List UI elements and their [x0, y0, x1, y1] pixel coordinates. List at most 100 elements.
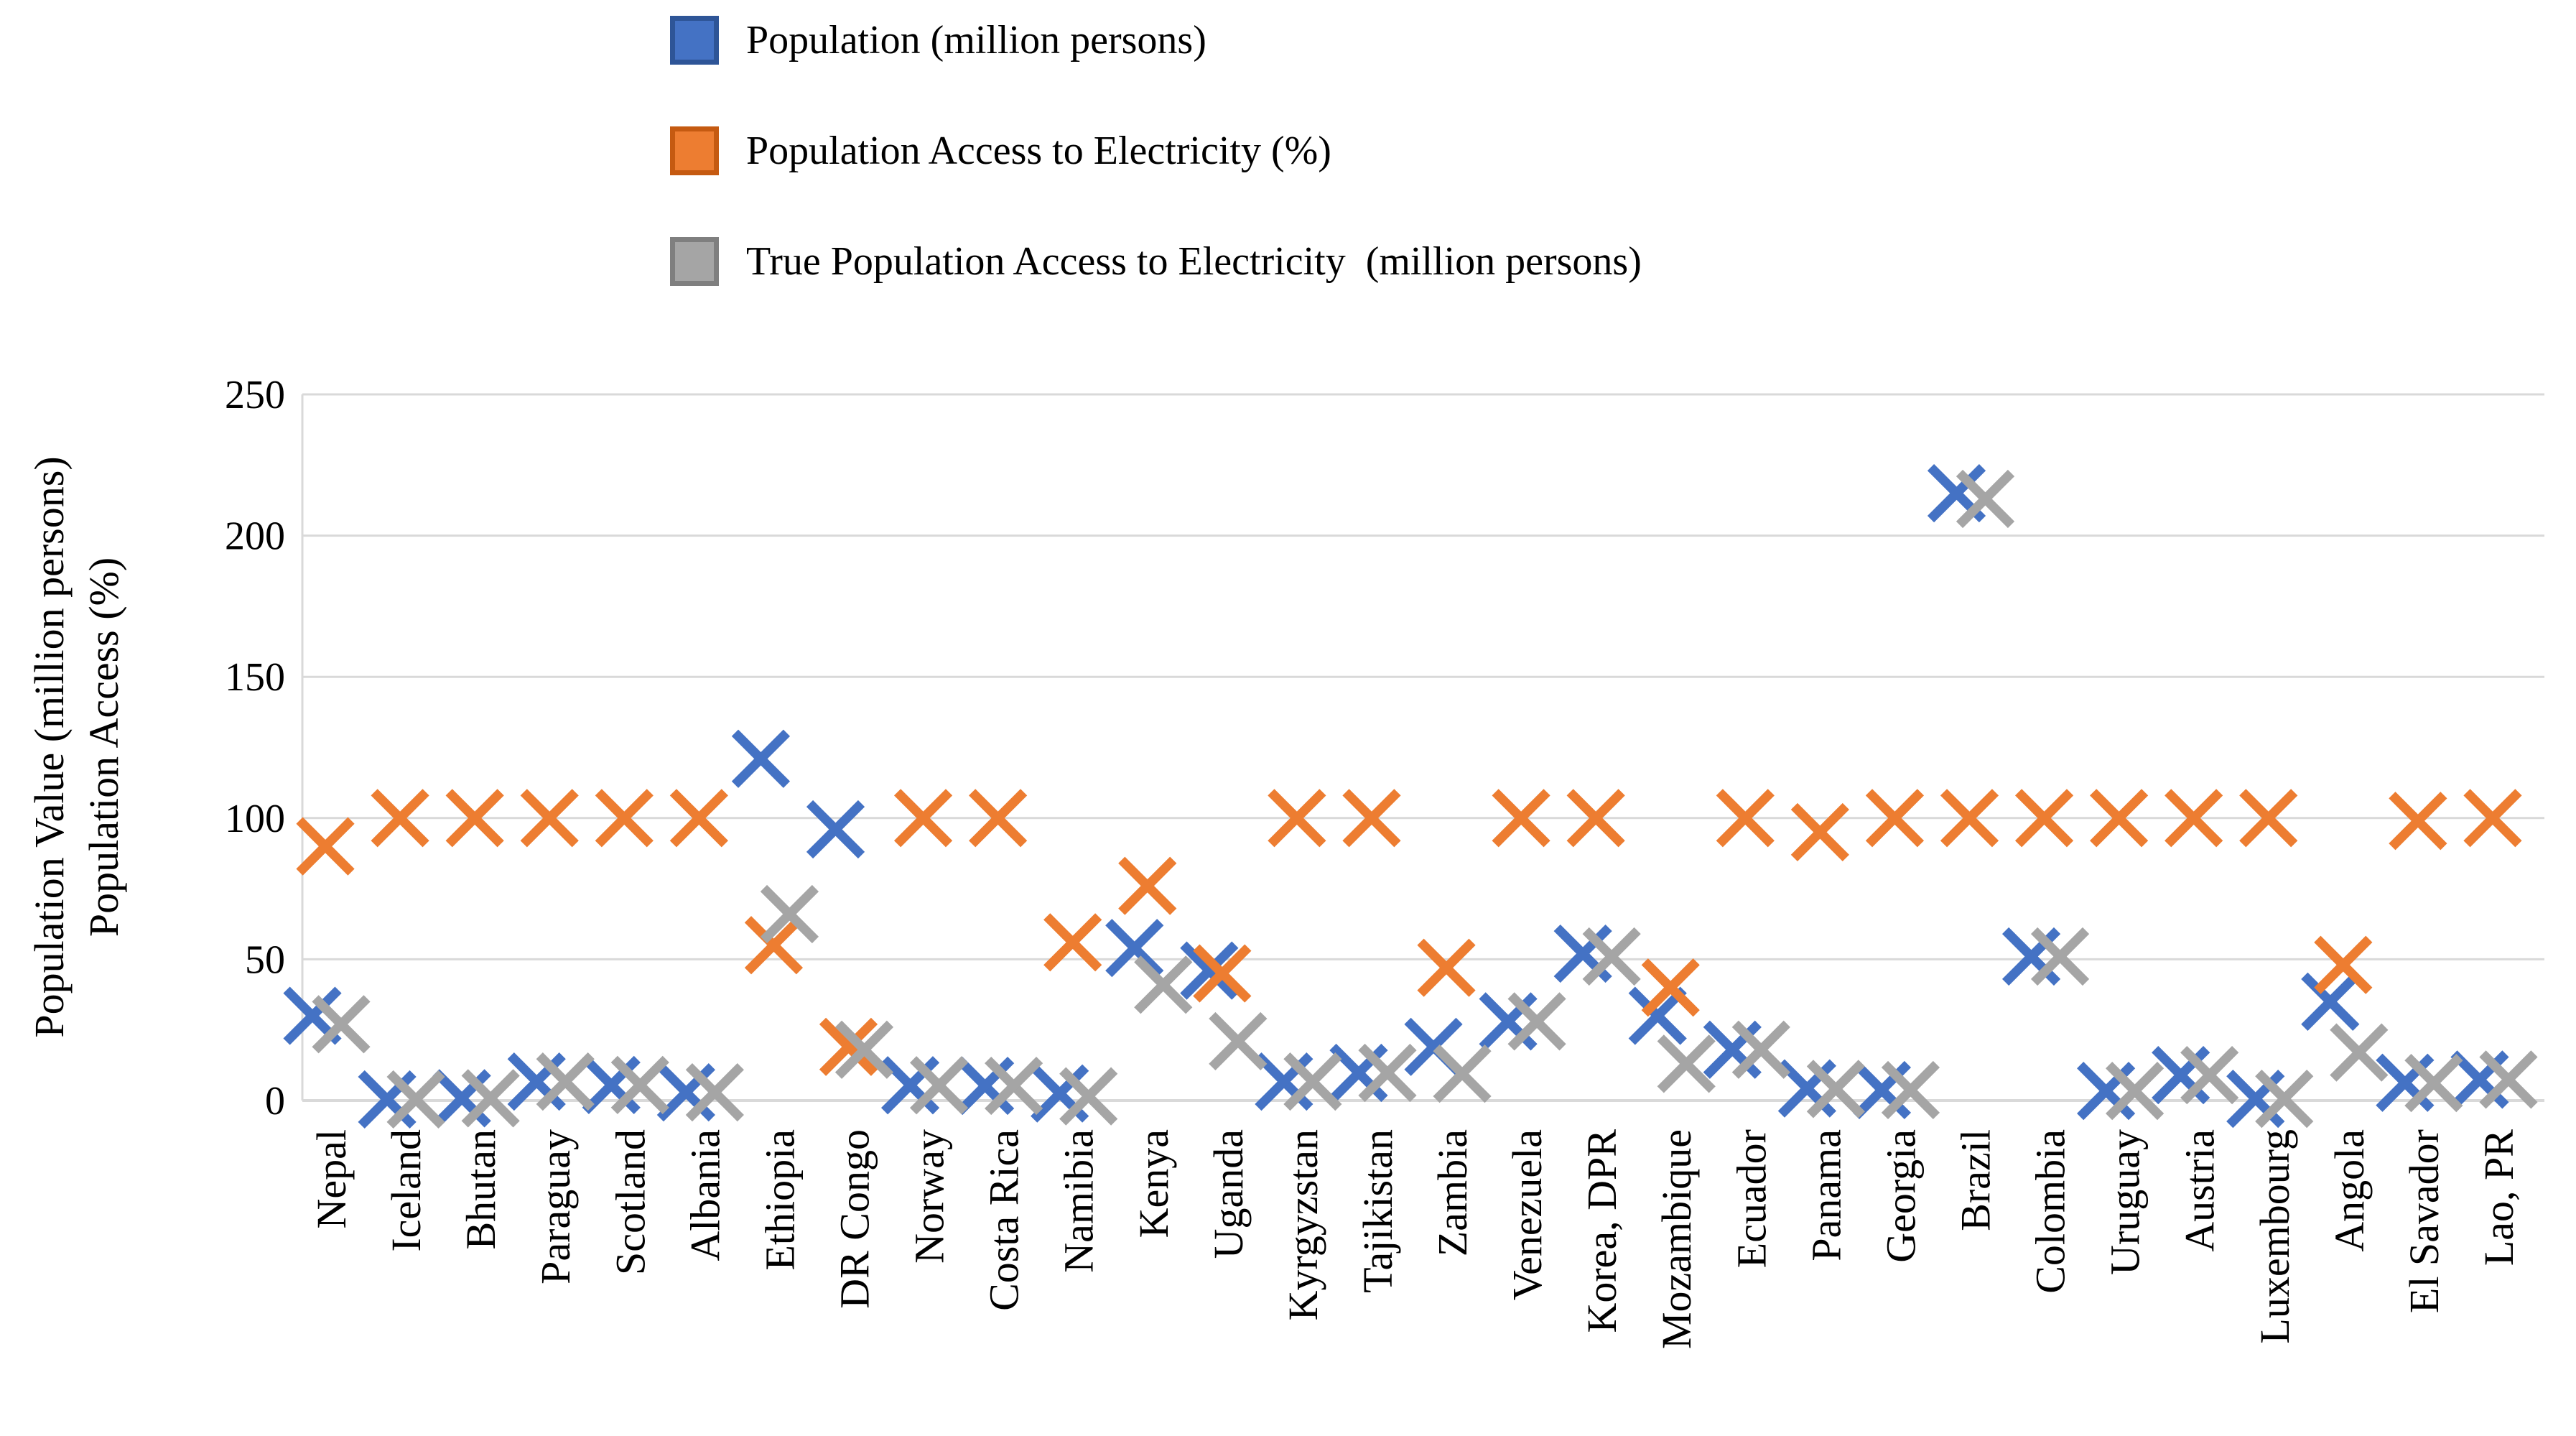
y-tick-label: 50 [245, 937, 285, 982]
legend-swatch-access-percent-icon [670, 126, 719, 175]
x-axis-label: Tajikistan [1354, 1129, 1401, 1293]
x-axis-label: Zambia [1429, 1129, 1476, 1256]
marker-2-DR Congo [834, 1020, 894, 1079]
y-tick-label: 150 [225, 655, 285, 700]
x-axis-label: Paraguay [532, 1129, 579, 1284]
marker-2-Ethiopia [760, 884, 819, 944]
marker-0-DR Congo [806, 800, 865, 859]
legend-label-population: Population (million persons) [746, 18, 1206, 62]
marker-2-Panama [1806, 1060, 1865, 1118]
marker-0-Uganda [1180, 941, 1239, 1000]
legend-item-access-percent: Population Access to Electricity (%) [670, 126, 1642, 175]
x-axis-label: Mozambique [1653, 1129, 1700, 1349]
x-axis-label: Kyrgyzstan [1280, 1129, 1326, 1320]
marker-2-Uganda [1209, 1011, 1268, 1071]
data-markers [283, 464, 2538, 1129]
y-axis-title-line1: Population Value (million persons) [26, 456, 73, 1037]
marker-1-Georgia [1865, 789, 1925, 848]
x-axis-label: Namibia [1056, 1129, 1102, 1273]
marker-0-Georgia [1852, 1060, 1912, 1120]
marker-2-Bhutan [461, 1069, 520, 1128]
marker-1-Kenya [1118, 856, 1177, 915]
marker-2-Mozambique [1657, 1034, 1716, 1093]
marker-1-Norway [893, 789, 953, 848]
marker-1-Colombia [2014, 789, 2074, 848]
marker-0-Ecuador [1703, 1020, 1762, 1079]
legend-label-true-access: True Population Access to Electricity (m… [746, 239, 1642, 284]
marker-1-Scotland [595, 789, 654, 848]
x-axis-label: El Savador [2401, 1129, 2447, 1313]
x-axis-label: Scotland [607, 1129, 654, 1275]
x-axis-label: Norway [906, 1129, 953, 1264]
legend-swatch-true-access-icon [670, 237, 719, 286]
marker-2-Luxembourg [2255, 1070, 2314, 1129]
marker-1-Tajikistan [1342, 789, 1401, 848]
marker-0-Uruguay [2077, 1062, 2136, 1121]
marker-1-Brazil [1940, 789, 1999, 848]
marker-1-Costa Rica [969, 789, 1028, 848]
y-axis-title-line2: Population Access (%) [80, 557, 127, 937]
legend-item-population: Population (million persons) [670, 16, 1642, 65]
marker-2-Iceland [386, 1070, 445, 1129]
marker-2-Uruguay [2106, 1062, 2165, 1121]
marker-1-Zambia [1417, 938, 1476, 997]
marker-2-Paraguay [536, 1052, 595, 1111]
marker-2-El Savador [2404, 1054, 2463, 1113]
marker-2-Venezuela [1507, 992, 1566, 1051]
x-axis-label: Ethiopia [756, 1129, 803, 1271]
marker-1-Bhutan [445, 789, 504, 848]
marker-2-Angola [2330, 1023, 2389, 1082]
marker-2-Colombia [2030, 927, 2090, 986]
marker-1-Uruguay [2090, 789, 2149, 848]
marker-2-Ecuador [1731, 1020, 1790, 1079]
marker-2-Georgia [1881, 1060, 1940, 1120]
marker-2-Kenya [1134, 955, 1193, 1014]
x-axis-label: Austria [2177, 1129, 2223, 1252]
x-axis-label: Georgia [1877, 1129, 1924, 1263]
y-tick-labels: 0 50 100 150 200 250 [225, 373, 285, 1124]
x-axis-label: Bhutan [457, 1129, 504, 1250]
marker-2-Zambia [1433, 1044, 1492, 1103]
x-axis-label: Iceland [383, 1129, 429, 1252]
marker-1-El Savador [2389, 792, 2447, 851]
marker-1-Ecuador [1716, 789, 1775, 848]
marker-1-Austria [2165, 789, 2223, 848]
marker-1-Kyrgyzstan [1268, 789, 1326, 848]
marker-0-Bhutan [432, 1069, 491, 1128]
marker-0-Mozambique [1628, 986, 1687, 1045]
marker-0-Angola [2301, 972, 2360, 1031]
x-axis-label: Ecuador [1728, 1129, 1775, 1268]
marker-0-Venezuela [1479, 992, 1538, 1051]
marker-2-Tajikistan [1358, 1043, 1417, 1103]
marker-0-Costa Rica [956, 1056, 1015, 1116]
y-tick-label: 200 [225, 514, 285, 559]
marker-0-Norway [880, 1056, 940, 1115]
x-axis-label: Panama [1803, 1129, 1849, 1261]
marker-2-Albania [685, 1063, 744, 1122]
marker-2-Nepal [312, 995, 371, 1054]
x-axis-label: Albania [682, 1129, 728, 1261]
y-tick-label: 100 [225, 797, 285, 841]
marker-2-Brazil [1956, 469, 2015, 529]
marker-2-Scotland [610, 1055, 669, 1114]
y-tick-label: 250 [225, 373, 285, 417]
marker-0-Kenya [1105, 919, 1164, 978]
x-axis-label: Korea, DPR [1578, 1129, 1625, 1333]
x-axis-label: Colombia [2027, 1129, 2074, 1294]
marker-2-Norway [909, 1056, 969, 1115]
marker-1-Panama [1790, 802, 1849, 862]
marker-1-Luxembourg [2239, 789, 2298, 848]
marker-1-Venezuela [1492, 789, 1550, 848]
marker-1-Nepal [296, 817, 355, 876]
x-axis-label: Angola [2326, 1129, 2373, 1252]
marker-1-Lao, PR [2463, 789, 2522, 848]
x-axis-label: Luxembourg [2251, 1129, 2298, 1344]
marker-2-Lao, PR [2479, 1050, 2538, 1109]
marker-1-Uganda [1193, 944, 1252, 1003]
marker-0-Albania [656, 1063, 715, 1122]
legend-item-true-access: True Population Access to Electricity (m… [670, 237, 1642, 286]
marker-1-Namibia [1043, 913, 1102, 972]
marker-1-Korea, DPR [1566, 789, 1625, 848]
marker-1-Mozambique [1641, 958, 1700, 1017]
